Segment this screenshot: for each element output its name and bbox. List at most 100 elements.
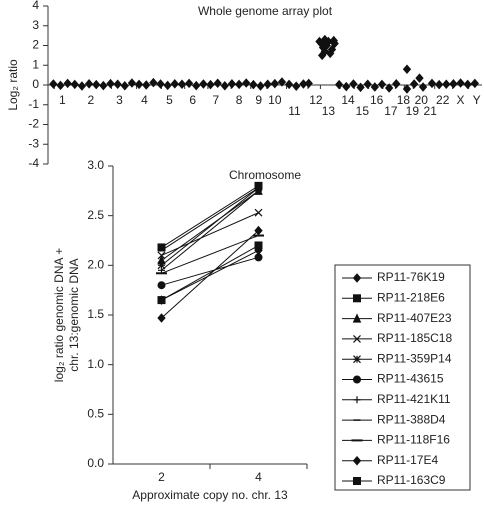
x-tick-label: 14 (341, 93, 355, 107)
point (99, 80, 108, 91)
point (409, 79, 419, 89)
y-tick-label: 2.0 (87, 258, 104, 272)
y-tick-label: -3 (28, 136, 39, 150)
y-tick-label: 0 (32, 77, 39, 91)
point (402, 64, 412, 74)
x-tick-label: 15 (356, 104, 370, 118)
point (199, 79, 208, 89)
legend-marker (353, 355, 361, 364)
series-line (161, 212, 259, 256)
x-tick-label: 13 (322, 104, 336, 118)
point (63, 78, 72, 89)
point (254, 208, 263, 217)
point (270, 78, 279, 89)
point (120, 81, 129, 91)
point (304, 78, 313, 89)
point (254, 241, 263, 250)
point (456, 78, 465, 88)
legend-label: RP11-388D4 (377, 412, 446, 426)
legend-label: RP11-421K11 (377, 392, 451, 406)
point (56, 80, 65, 91)
series-line (161, 185, 259, 248)
point (227, 79, 237, 89)
y-tick-label: 3 (32, 18, 39, 32)
point (349, 79, 358, 89)
x-tick-label: Y (473, 93, 481, 107)
point (249, 79, 258, 90)
point (157, 296, 166, 305)
series-line (161, 235, 259, 274)
point (415, 73, 424, 83)
x-tick-label: 6 (189, 93, 196, 107)
point (402, 84, 412, 94)
point (363, 79, 372, 89)
point (157, 251, 166, 260)
point (263, 79, 272, 89)
axes (112, 166, 307, 465)
legend-label: RP11-407E23 (377, 311, 452, 325)
point (463, 79, 472, 90)
x-tick-label: 11 (288, 104, 301, 118)
point (134, 79, 144, 90)
point (292, 81, 301, 91)
point (234, 79, 244, 90)
legend-label: RP11-185C18 (377, 331, 452, 345)
x-tick-label: 22 (436, 93, 450, 107)
point (330, 38, 339, 49)
x-tick-label: 4 (141, 93, 148, 107)
point (149, 77, 158, 88)
y-tick-label: 1.5 (87, 307, 104, 321)
point (106, 78, 115, 89)
point (470, 78, 480, 89)
series-line (161, 190, 259, 271)
legend-marker (353, 477, 361, 485)
x-tick-label: X (457, 93, 465, 107)
x-tick-label: 2 (88, 93, 95, 107)
series-line (161, 187, 259, 266)
series-line (161, 256, 259, 286)
y-tick-label: 4 (32, 0, 39, 12)
x-tick-label: 10 (268, 93, 282, 107)
point (449, 79, 458, 89)
point (170, 79, 179, 89)
point (142, 80, 151, 90)
point (70, 79, 79, 90)
x-tick-label: 3 (116, 93, 123, 107)
x-tick-label: 21 (424, 104, 438, 118)
series-line (161, 245, 259, 301)
point (418, 82, 428, 92)
point (434, 79, 444, 90)
point (220, 81, 229, 91)
y-tick-label: -2 (28, 117, 39, 131)
point (84, 79, 94, 89)
x-tick-label: 16 (370, 93, 384, 107)
y-tick-label: 0.5 (87, 407, 104, 421)
chart-title: Whole genome array plot (198, 4, 333, 18)
legend-marker (352, 313, 362, 323)
point (427, 78, 437, 89)
point (327, 44, 337, 55)
point (256, 81, 265, 91)
point (384, 83, 394, 93)
point (442, 79, 451, 89)
legend-label: RP11-17E4 (377, 453, 438, 467)
y-tick-label: 1 (32, 57, 39, 71)
point (77, 81, 87, 91)
point (356, 82, 365, 93)
point (334, 79, 344, 90)
x-tick-label: 8 (236, 93, 243, 107)
point (284, 79, 294, 90)
point (156, 79, 165, 89)
x-tick-label: 19 (406, 104, 420, 118)
series-line (161, 230, 259, 319)
legend-label: RP11-118F16 (377, 433, 450, 447)
series-line (161, 190, 259, 261)
point (317, 50, 327, 61)
x-tick-label: 5 (166, 93, 173, 107)
legend-marker (352, 273, 362, 283)
point (242, 78, 251, 88)
y-tick-label: -4 (28, 156, 39, 170)
x-tick-label: 12 (309, 93, 323, 107)
x-tick-label: 18 (397, 93, 411, 107)
